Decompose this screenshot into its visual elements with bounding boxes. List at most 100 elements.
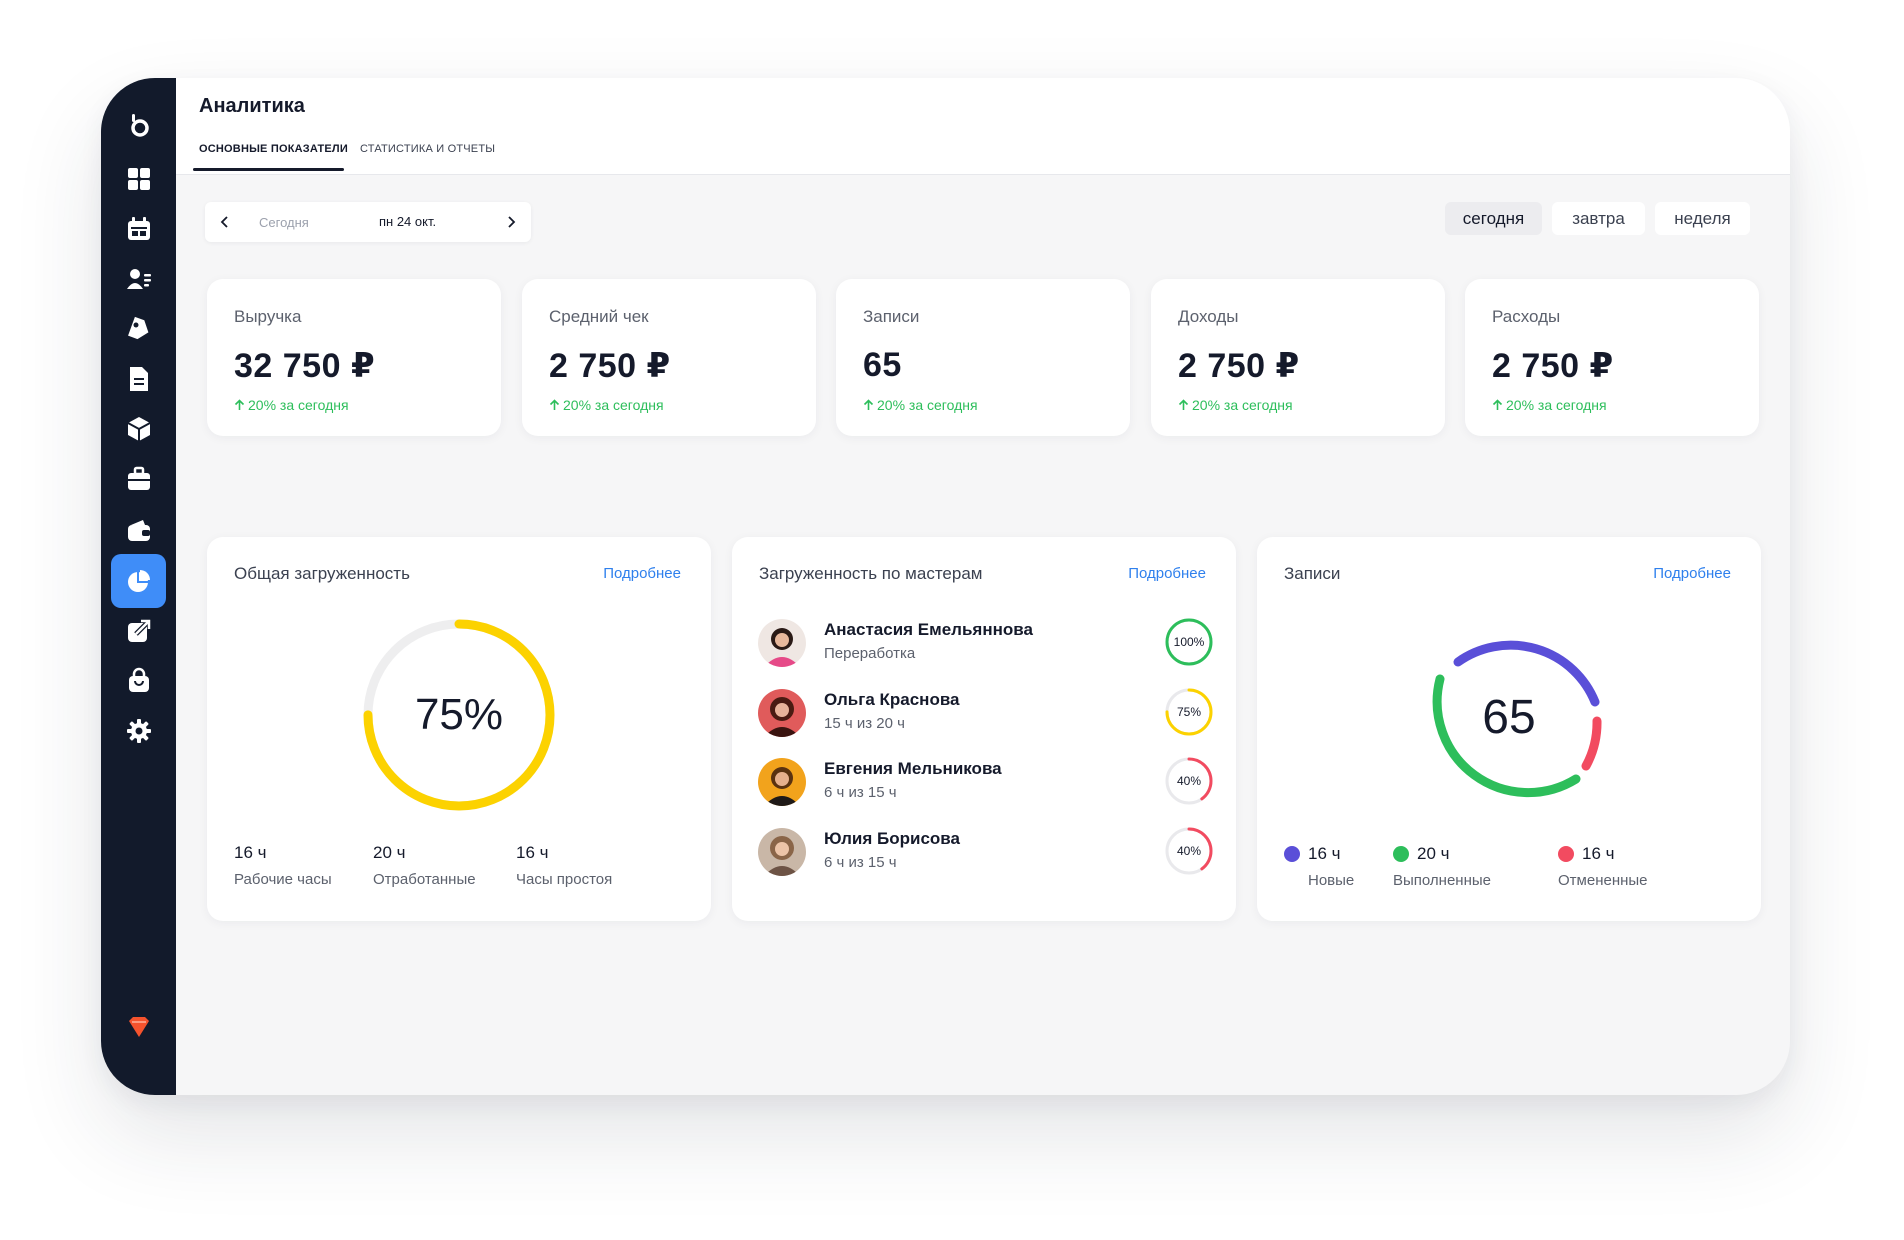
legend-new: 16 ч Новые [1284,844,1354,889]
master-row[interactable]: Евгения Мельникова 6 ч из 15 ч 40% [758,756,1214,810]
legend-cancelled: 16 ч Отмененные [1558,844,1648,889]
master-row[interactable]: Анастасия Емельяннова Переработка 100% [758,617,1214,671]
arrow-up-icon [1492,399,1503,410]
page-header: Аналитика ОСНОВНЫЕ ПОКАЗАТЕЛИ СТАТИСТИКА… [176,78,1790,175]
kpi-value: 2 750 ₽ [1492,347,1614,385]
segment-cancelled [1581,716,1602,771]
kpi-card-income: Доходы 2 750 ₽ 20% за сегодня [1151,279,1445,436]
master-load-ring [1165,618,1213,666]
stat-working-hours: 16 ч Рабочие часы [234,843,332,888]
tab-stats-reports[interactable]: СТАТИСТИКА И ОТЧЕТЫ [360,143,496,155]
sidebar-item-finance[interactable] [111,504,166,558]
sidebar-item-services[interactable] [111,452,166,506]
details-link[interactable]: Подробнее [603,565,681,582]
sidebar [101,78,176,1095]
date-picker[interactable]: Сегодня пн 24 окт. [205,202,531,242]
sidebar-item-clients[interactable] [111,252,166,306]
kpi-value: 2 750 ₽ [1178,347,1300,385]
kpi-card-avg-check: Средний чек 2 750 ₽ 20% за сегодня [522,279,816,436]
kpi-value: 32 750 ₽ [234,347,376,385]
pie-chart-icon [127,570,150,592]
legend-dot [1393,846,1409,862]
avatar [758,689,806,737]
avatar [758,619,806,667]
period-tomorrow-button[interactable]: завтра [1552,202,1645,235]
sidebar-item-inventory[interactable] [111,402,166,456]
clients-icon [126,269,151,289]
masters-load-panel: Загруженность по мастерам Подробнее Анас… [732,537,1236,921]
kpi-card-expenses: Расходы 2 750 ₽ 20% за сегодня [1465,279,1759,436]
legend-dot [1284,846,1300,862]
arrow-up-icon [549,399,560,410]
kpi-label: Выручка [234,307,302,326]
details-link[interactable]: Подробнее [1653,565,1731,582]
master-name: Ольга Краснова [824,690,960,709]
sidebar-item-dashboard[interactable] [111,152,166,206]
kpi-value: 2 750 ₽ [549,347,671,385]
logo-icon[interactable] [111,98,166,152]
external-link-icon [127,619,151,642]
legend-dot [1558,846,1574,862]
kpi-value: 65 [863,346,902,384]
master-name: Евгения Мельникова [824,759,1002,778]
sidebar-item-premium[interactable] [111,1000,166,1054]
wallet-icon [127,520,150,541]
sidebar-item-shop[interactable] [111,654,166,708]
stat-idle-hours: 16 ч Часы простоя [516,843,613,888]
selected-date: пн 24 окт. [379,214,437,229]
app-window: Аналитика ОСНОВНЫЕ ПОКАЗАТЕЛИ СТАТИСТИКА… [101,78,1790,1095]
stat-worked-hours: 20 ч Отработанные [373,843,476,888]
chevron-left-icon [220,216,228,228]
page-title: Аналитика [199,95,305,117]
main-content: Сегодня пн 24 окт. сегодня завтра неделя… [176,175,1790,1095]
master-name: Юлия Борисова [824,829,960,848]
kpi-label: Средний чек [549,307,649,326]
kpi-card-revenue: Выручка 32 750 ₽ 20% за сегодня [207,279,501,436]
settings-icon [126,719,151,743]
kpi-change: 20% за сегодня [549,397,664,413]
arrow-up-icon [1178,399,1189,410]
avatar [758,758,806,806]
avatar [758,828,806,876]
sidebar-item-tags[interactable] [111,302,166,356]
arrow-up-icon [863,399,874,410]
sidebar-item-integrations[interactable] [111,604,166,658]
master-load-ring [1165,827,1213,875]
master-subtitle: Переработка [824,645,916,662]
panel-title: Общая загруженность [234,564,410,583]
segment-completed [1432,674,1581,798]
chevron-right-icon [508,216,516,228]
briefcase-icon [127,466,150,490]
active-tab-indicator [193,168,344,171]
period-today-button[interactable]: сегодня [1445,202,1542,235]
load-gauge: 75% [359,615,559,815]
period-week-button[interactable]: неделя [1655,202,1750,235]
sidebar-item-calendar[interactable] [111,202,166,256]
records-panel: Записи Подробнее 65 16 ч Новые 20 ч Выпо… [1257,537,1761,921]
kpi-label: Записи [863,307,920,326]
kpi-change: 20% за сегодня [863,397,978,413]
master-row[interactable]: Ольга Краснова 15 ч из 20 ч 75% [758,687,1214,741]
kpi-change: 20% за сегодня [1492,397,1607,413]
details-link[interactable]: Подробнее [1128,565,1206,582]
next-date-button[interactable] [501,212,521,232]
sidebar-item-settings[interactable] [111,704,166,758]
tab-main-metrics[interactable]: ОСНОВНЫЕ ПОКАЗАТЕЛИ [199,143,348,155]
master-load-ring [1165,757,1213,805]
diamond-icon [128,1017,149,1037]
shopping-bag-icon [128,667,149,692]
master-load-ring [1165,688,1213,736]
load-percent: 75% [414,690,504,739]
segment-new [1453,640,1600,707]
master-row[interactable]: Юлия Борисова 6 ч из 15 ч 40% [758,826,1214,880]
calendar-icon [127,217,150,240]
sidebar-item-documents[interactable] [111,352,166,406]
master-load-percent: 40% [1176,844,1202,858]
prev-date-button[interactable] [215,212,235,232]
arrow-up-icon [234,399,245,410]
master-name: Анастасия Емельяннова [824,620,1033,639]
kpi-label: Расходы [1492,307,1561,326]
master-load-percent: 100% [1173,635,1205,649]
sidebar-item-analytics[interactable] [111,554,166,608]
document-icon [129,367,148,391]
